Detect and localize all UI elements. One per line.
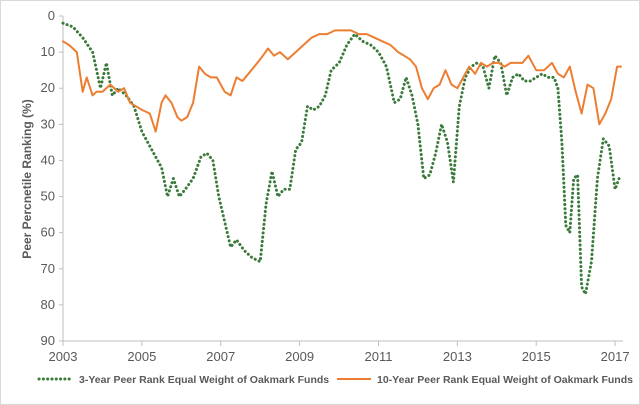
x-tick-label: 2011 <box>365 349 393 364</box>
x-tick-label: 2013 <box>443 349 472 364</box>
x-tick-label: 2015 <box>522 349 551 364</box>
y-tick-label: 50 <box>41 189 55 204</box>
x-tick-label: 2003 <box>49 349 78 364</box>
series-line-3-year <box>61 21 621 296</box>
y-tick-label: 10 <box>41 44 55 59</box>
y-axis-title-text: Peer Percnetile Ranking (%) <box>20 99 34 258</box>
x-tick-label: 2007 <box>206 349 235 364</box>
series-line-10-year <box>62 29 622 133</box>
y-tick-label: 0 <box>48 8 55 23</box>
legend: 3-Year Peer Rank Equal Weight of Oakmark… <box>37 374 633 386</box>
x-tick-label: 2017 <box>601 349 630 364</box>
y-tick-label: 90 <box>41 333 55 348</box>
x-tick-label: 2009 <box>285 349 314 364</box>
series-layer <box>61 21 622 296</box>
legend-label-10-year: 10-Year Peer Rank Equal Weight of Oakmar… <box>377 374 633 386</box>
y-axis-title: Peer Percnetile Ranking (%) <box>20 99 34 258</box>
y-tick-label: 60 <box>41 225 55 240</box>
x-tick-label: 2005 <box>127 349 156 364</box>
y-tick-label: 80 <box>41 297 55 312</box>
y-tick-label: 70 <box>41 261 55 276</box>
y-tick-label: 30 <box>41 116 55 131</box>
legend-label-3-year: 3-Year Peer Rank Equal Weight of Oakmark… <box>79 374 329 386</box>
y-tick-label: 40 <box>41 152 55 167</box>
y-tick-label: 20 <box>41 80 55 95</box>
